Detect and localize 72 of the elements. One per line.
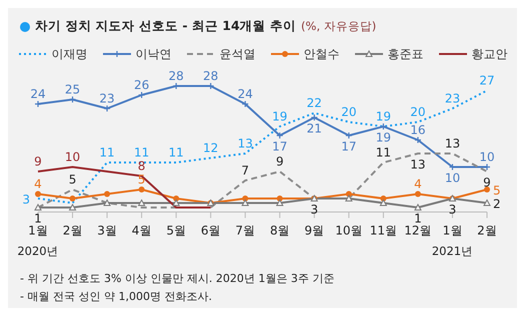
legend-label: 황교안 <box>470 46 508 62</box>
data-label: 23 <box>99 92 115 106</box>
data-label: 28 <box>203 69 218 83</box>
x-tick-label: 4월 <box>132 224 152 238</box>
data-label: 3 <box>22 192 30 206</box>
data-label: 17 <box>341 140 356 154</box>
data-label: 10 <box>64 150 80 164</box>
data-label: 7 <box>241 164 250 178</box>
legend-label: 이재명 <box>50 46 88 62</box>
x-tick-label: 2월 <box>477 224 497 238</box>
legend-label: 이낙연 <box>134 46 172 62</box>
x-tick-label: 1월 <box>28 224 48 238</box>
data-label: 11 <box>168 146 184 160</box>
data-label: 10 <box>444 171 460 185</box>
text: - 위 기간 선호도 3% 이상 인물만 제시. 2020년 1월은 3주 기준 <box>20 271 334 287</box>
data-label: 27 <box>479 74 495 88</box>
text: - 매월 전국 성인 약 1,000명 전화조사. <box>20 289 213 305</box>
data-label: 5 <box>68 172 76 186</box>
data-label: 20 <box>341 105 356 119</box>
x-tick-label: 11월 <box>370 224 398 238</box>
chart-subtitle: (%, 자유응답) <box>301 19 376 34</box>
data-label: 9 <box>483 176 491 190</box>
data-label: 20 <box>410 105 426 119</box>
text: 2020년 <box>16 244 60 259</box>
data-label: 22 <box>306 96 322 110</box>
data-label: 2 <box>493 197 501 211</box>
data-label: 24 <box>30 87 46 101</box>
data-label: 10 <box>479 150 495 164</box>
data-label: 4 <box>34 177 42 191</box>
x-tick-label: 2월 <box>62 224 82 238</box>
data-label: 1 <box>34 212 42 226</box>
data-label: 28 <box>168 69 184 83</box>
x-tick-label: 8월 <box>270 224 290 238</box>
data-label: 13 <box>410 158 426 172</box>
text: 2021년 <box>430 244 474 259</box>
data-label: 19 <box>272 110 288 124</box>
chart-title: 차기 정치 지도자 선호도 - 최근 14개월 추이 <box>35 18 296 35</box>
data-label: 11 <box>376 146 392 160</box>
data-label: 17 <box>272 140 288 154</box>
data-label: 16 <box>410 123 426 137</box>
data-label: 26 <box>134 78 150 92</box>
x-tick-label: 3월 <box>97 224 117 238</box>
x-tick-label: 10월 <box>335 224 362 238</box>
data-label: 8 <box>138 159 146 173</box>
data-label: 11 <box>99 146 115 160</box>
data-label: 19 <box>376 130 392 144</box>
data-label: 13 <box>444 136 460 150</box>
x-tick-label: 9월 <box>304 224 324 238</box>
data-label: 13 <box>238 136 253 150</box>
data-label: 11 <box>134 146 150 160</box>
data-label: 19 <box>376 110 392 124</box>
legend-label: 안철수 <box>302 46 340 62</box>
data-label: 4 <box>414 177 422 191</box>
x-tick-label: 1월 <box>442 224 462 238</box>
data-label: 5 <box>493 184 501 198</box>
data-label: 25 <box>64 82 80 96</box>
data-label: 9 <box>34 154 42 168</box>
data-label: 3 <box>310 202 318 216</box>
legend-label: 홍준표 <box>386 46 424 62</box>
data-label: 5 <box>138 172 146 186</box>
x-tick-label: 5월 <box>166 224 186 238</box>
x-tick-label: 7월 <box>235 224 256 238</box>
data-label: 24 <box>238 87 253 101</box>
data-label: 3 <box>448 202 456 216</box>
data-label: 21 <box>306 122 322 136</box>
data-label: 23 <box>444 92 460 106</box>
legend-label: 윤석열 <box>218 46 256 62</box>
x-tick-label: 6월 <box>200 224 221 238</box>
x-tick-label: 12월 <box>404 224 432 238</box>
data-label: 9 <box>276 154 284 168</box>
data-label: 1 <box>414 212 422 226</box>
data-label: 12 <box>203 141 218 155</box>
